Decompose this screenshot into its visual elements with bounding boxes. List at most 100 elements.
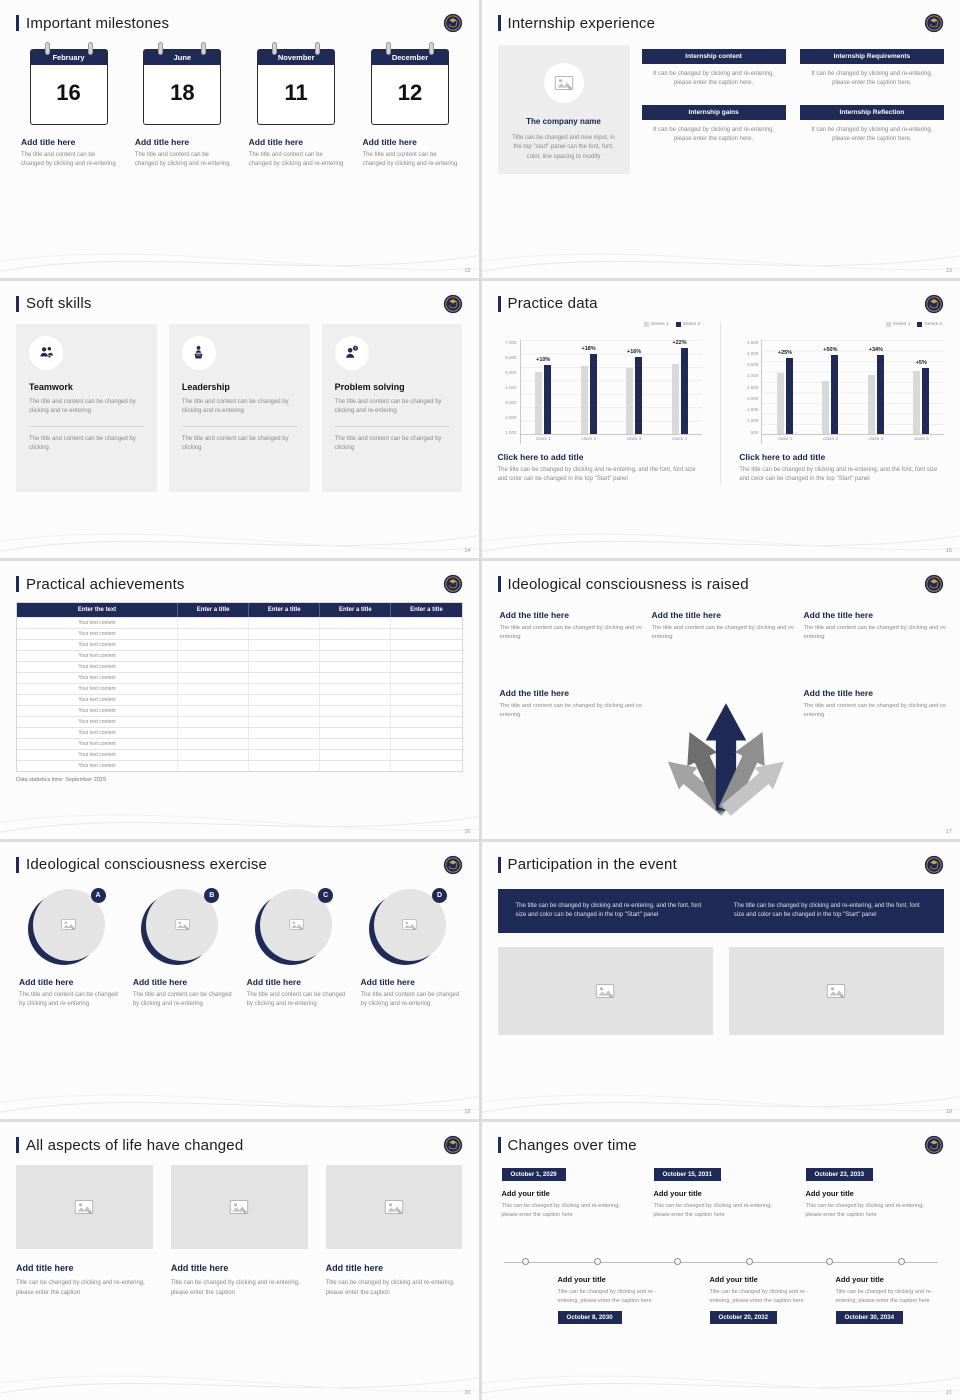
table-cell bbox=[390, 640, 461, 651]
bar-group: +34% class 3 bbox=[853, 339, 899, 444]
table-cell bbox=[248, 695, 319, 706]
table-cell: Your text content bbox=[78, 686, 116, 693]
table-cell: Your text content bbox=[78, 763, 116, 770]
table-cell: Your text content bbox=[78, 653, 116, 660]
charts-row: Series 1 Series 2 7,000 6,000 5,000 4,000 3,… bbox=[497, 321, 944, 485]
slide-changes-over-time[interactable]: Changes over time October 1, 2029 Add yo… bbox=[481, 1122, 960, 1400]
y-tick-label: 4,000 bbox=[505, 384, 517, 390]
table-cell bbox=[319, 629, 390, 640]
x-tick-label: class 3 bbox=[868, 436, 884, 442]
raised-item: Add the title here The title and content… bbox=[652, 610, 798, 642]
table-cell bbox=[248, 717, 319, 728]
table-row: Your text content bbox=[17, 661, 462, 673]
item-caption: Title can be changed by clicking and re-… bbox=[709, 1289, 807, 1304]
bar-series1 bbox=[913, 370, 921, 434]
y-tick-label: 3,000 bbox=[505, 399, 517, 405]
legend-swatch-series2 bbox=[917, 321, 923, 327]
skill-caption: The title and content can be changed by … bbox=[181, 436, 289, 452]
date-badge: October 23, 2033 bbox=[805, 1168, 874, 1182]
life-changed-row: Add title here Title can be changed by c… bbox=[16, 1165, 463, 1298]
table-cell: Your text content bbox=[78, 620, 116, 627]
date-badge: October 1, 2029 bbox=[501, 1168, 566, 1182]
timeline-node bbox=[897, 1258, 905, 1266]
table-cell: Your text content bbox=[78, 642, 116, 649]
school-logo-icon bbox=[924, 574, 944, 594]
milestone-caption: The title and content can be changed by … bbox=[21, 152, 116, 168]
vertical-divider bbox=[720, 321, 722, 485]
calendar-day: 16 bbox=[56, 80, 81, 105]
slide-important-milestones[interactable]: Important milestones February 16 Add tit… bbox=[0, 0, 479, 278]
calendar-ring-icon bbox=[428, 42, 434, 55]
skill-title: Problem solving bbox=[334, 381, 405, 392]
calendar-icon: December 12 bbox=[370, 42, 449, 125]
school-logo-icon bbox=[924, 855, 944, 875]
timeline-item-top: October 15, 2031 Add your title This can… bbox=[653, 1163, 776, 1219]
image-placeholder-icon bbox=[553, 72, 575, 94]
page-number: 19 bbox=[945, 1109, 952, 1116]
table-cell bbox=[319, 662, 390, 673]
calendar-month: November bbox=[258, 50, 335, 65]
exercise-item: D Add title here The title and content c… bbox=[357, 883, 462, 1010]
item-caption: This can be changed by clicking and re-e… bbox=[501, 1203, 620, 1218]
slide-soft-skills[interactable]: Soft skills Teamwork The title and conte… bbox=[0, 280, 479, 559]
item-title: Add title here bbox=[360, 976, 415, 987]
x-tick-label: class 1 bbox=[777, 436, 793, 442]
bar-group: +25% class 1 bbox=[762, 339, 808, 444]
slide-life-changed[interactable]: All aspects of life have changed Add tit… bbox=[0, 1122, 479, 1400]
bar-series2 bbox=[635, 357, 643, 434]
item-title: Add your title bbox=[709, 1275, 758, 1285]
table-cell bbox=[319, 695, 390, 706]
divider bbox=[334, 426, 450, 428]
bar-group: +10% class 1 bbox=[520, 339, 566, 444]
table-cell bbox=[319, 750, 390, 761]
skill-caption: The title and content can be changed by … bbox=[29, 436, 136, 452]
table-cell: Your text content bbox=[78, 730, 116, 737]
page-number: 12 bbox=[464, 267, 471, 274]
growth-label: +25% bbox=[777, 350, 793, 357]
letter-badge: C bbox=[318, 887, 334, 903]
school-logo-icon bbox=[924, 1135, 944, 1155]
slide-practical-achievements[interactable]: Practical achievements Enter the text En… bbox=[0, 561, 479, 839]
school-logo-icon bbox=[924, 13, 944, 33]
slide-title: All aspects of life have changed bbox=[26, 1136, 244, 1154]
slide-practice-data[interactable]: Practice data Series 1 Series 2 7,000 6,0… bbox=[481, 280, 960, 559]
calendar-day: 11 bbox=[284, 80, 308, 105]
image-placeholder bbox=[16, 1165, 153, 1250]
slide-participation-event[interactable]: Participation in the event The title can… bbox=[481, 841, 960, 1120]
skill-card-leadership: Leadership The title and content can be … bbox=[168, 323, 310, 492]
calendar-ring-icon bbox=[315, 42, 321, 55]
table-row: Your text content bbox=[17, 672, 462, 684]
timeline-item-bottom: Add your title Title can be changed by c… bbox=[835, 1275, 948, 1325]
icon-circle bbox=[181, 335, 216, 370]
bar-series1 bbox=[867, 375, 875, 434]
timeline-item-top: October 1, 2029 Add your title This can … bbox=[501, 1163, 624, 1219]
table-cell: Your text content bbox=[78, 631, 116, 638]
milestone-item: November 11 Add title here The title and… bbox=[244, 41, 349, 170]
page-number: 14 bbox=[464, 548, 471, 555]
milestone-title: Add title here bbox=[21, 137, 76, 147]
timeline-item-bottom: Add your title Title can be changed by c… bbox=[709, 1275, 822, 1325]
item-title: Add the title here bbox=[651, 610, 721, 621]
table-row: Your text content bbox=[17, 650, 462, 662]
divider bbox=[29, 426, 144, 428]
slide-internship-experience[interactable]: Internship experience The company name T… bbox=[481, 0, 960, 278]
slide-consciousness-exercise[interactable]: Ideological consciousness exercise A Add… bbox=[0, 841, 479, 1120]
slide-title: Participation in the event bbox=[507, 856, 677, 874]
table-cell bbox=[248, 629, 319, 640]
table-cell bbox=[248, 750, 319, 761]
chart-caption: The title can be changed by clicking and… bbox=[497, 466, 696, 482]
skill-title: Teamwork bbox=[29, 381, 73, 392]
page-number: 18 bbox=[464, 1109, 471, 1116]
item-caption: Title can be changed by clicking and re-… bbox=[557, 1289, 655, 1304]
slide-title: Ideological consciousness is raised bbox=[507, 575, 749, 593]
table-cell bbox=[390, 673, 461, 684]
school-logo-icon bbox=[924, 294, 944, 314]
table-cell bbox=[177, 717, 248, 728]
table-cell bbox=[319, 618, 390, 629]
skill-caption: The title and content can be changed by … bbox=[334, 436, 442, 452]
slide-consciousness-raised[interactable]: Ideological consciousness is raised Add … bbox=[481, 561, 960, 839]
slide-header: Participation in the event bbox=[497, 855, 945, 875]
table-row: Your text content bbox=[17, 716, 462, 728]
table-cell bbox=[177, 706, 248, 717]
